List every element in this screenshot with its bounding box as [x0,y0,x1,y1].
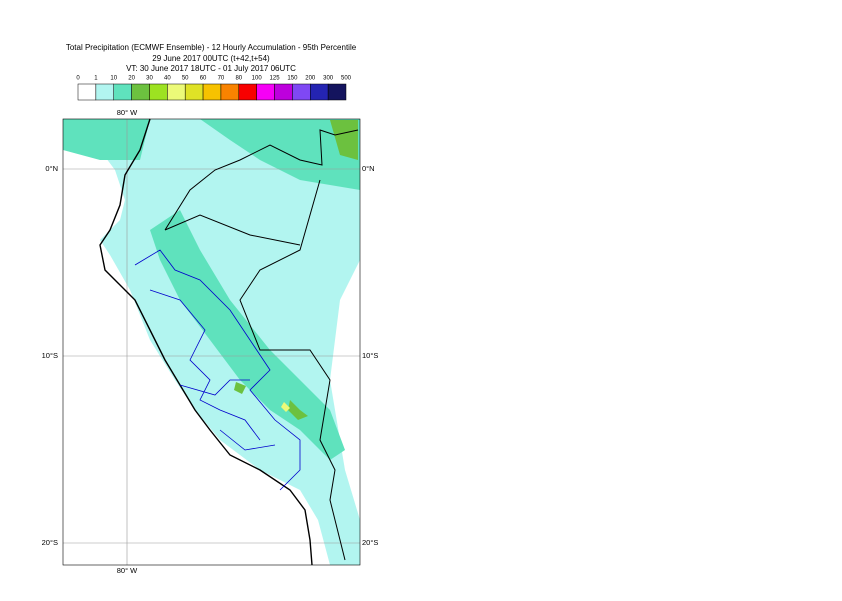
colorbar-swatch [327,83,347,101]
colorbar-label: 500 [341,76,352,82]
colorbar-label: 0 [76,76,80,82]
coastline [99,118,313,566]
country-borders [164,129,359,561]
colorbar-swatch [274,83,293,101]
colorbar-swatch [184,83,204,101]
map-frame [62,118,361,566]
colorbar-label: 80 [235,76,242,82]
colorbar-label: 60 [200,76,207,82]
header: Total Precipitation (ECMWF Ensemble) - 1… [66,43,357,73]
lat-label: 0°N [362,164,375,173]
precip-peak [281,402,290,412]
colorbar-label: 125 [270,76,281,82]
colorbar-label: 100 [252,76,263,82]
precip-moderate [63,119,360,460]
lat-label: 10°S [42,351,58,360]
colorbar-label: 150 [287,76,298,82]
lat-label: 20°S [42,538,58,547]
precip-heavy [234,120,358,420]
colorbar-swatch [167,83,186,101]
colorbar-label: 200 [305,76,316,82]
colorbar-label: 70 [218,76,225,82]
colorbar-swatch [149,83,168,101]
colorbar-swatch [292,83,311,101]
colorbar-label: 40 [164,76,171,82]
title: Total Precipitation (ECMWF Ensemble) - 1… [66,43,357,52]
colorbar-label: 20 [128,76,135,82]
lat-label: 0°N [45,164,58,173]
colorbar-label: 30 [146,76,153,82]
colorbar-swatch [131,83,150,101]
colorbar-swatch [95,83,114,101]
subtitle: 29 June 2017 00UTC (t+42,t+54) [152,54,270,63]
colorbar-label: 300 [323,76,334,82]
map [62,118,361,566]
lat-label: 20°S [362,538,378,547]
colorbar-swatch [238,83,257,101]
lat-label: 10°S [362,351,378,360]
colorbar-swatch [77,83,97,101]
colorbar-swatch [310,83,329,101]
colorbar-label: 10 [110,76,117,82]
lon-label: 80° W [117,108,138,117]
regional-borders [134,249,301,491]
colorbar-swatch [202,83,222,101]
colorbar-swatch [256,83,275,101]
colorbar-swatch [220,83,240,101]
colorbar-label: 50 [182,76,189,82]
colorbar-label: 1 [94,76,98,82]
lon-label: 80° W [117,566,138,575]
valid-time: VT: 30 June 2017 18UTC - 01 July 2017 06… [126,64,296,73]
map-labels: 80° W 80° W 0°N 0°N 10°S 10°S 20°S 20°S [42,108,379,575]
colorbar-swatch [113,83,132,101]
colorbar: 0 1 10 20 30 40 50 60 70 80 100 125 150 200 300 500 [76,76,352,101]
